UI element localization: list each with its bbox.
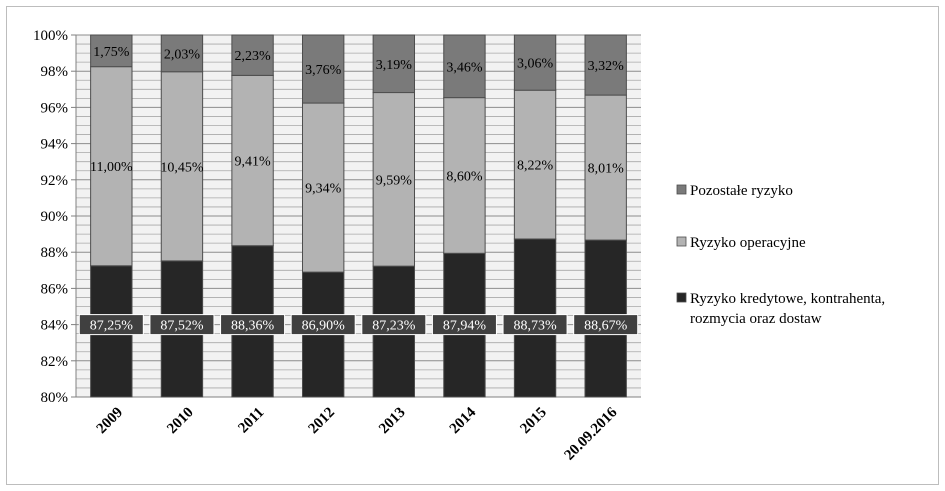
legend: Pozostałe ryzyko Ryzyko operacyjne Ryzyko …	[676, 183, 885, 327]
x-tick-label: 2011	[235, 405, 267, 437]
data-label-box	[220, 314, 286, 336]
data-label: 3,76%	[305, 63, 342, 78]
y-tick-label: 90%	[41, 209, 69, 225]
y-tick-label: 94%	[41, 137, 69, 153]
bar-segment[interactable]	[513, 89, 557, 240]
data-label: 8,01%	[588, 162, 625, 177]
data-label: 88,36%	[231, 319, 275, 334]
data-label-box	[290, 314, 356, 336]
legend-label: rozmycia oraz dostaw	[690, 311, 822, 327]
bar-segment[interactable]	[372, 92, 416, 267]
data-label: 88,73%	[513, 319, 557, 334]
x-tick-label: 2013	[376, 405, 409, 438]
data-label: 87,23%	[372, 319, 416, 334]
data-label: 8,22%	[517, 159, 554, 174]
data-label: 9,34%	[305, 182, 342, 197]
bar-segment[interactable]	[90, 66, 133, 267]
y-tick-label: 92%	[41, 173, 69, 189]
bar-segment[interactable]	[584, 34, 627, 96]
bar-segment[interactable]	[372, 34, 416, 94]
data-label-box	[78, 314, 144, 336]
data-label: 87,94%	[443, 319, 487, 334]
data-label-box	[573, 314, 639, 336]
y-tick-label: 100%	[33, 28, 68, 44]
data-label: 3,32%	[588, 59, 625, 74]
bar-segment[interactable]	[584, 94, 627, 241]
x-tick-label: 2014	[447, 404, 480, 437]
data-label: 9,59%	[376, 173, 413, 188]
legend-swatch	[676, 292, 687, 303]
y-tick-label: 84%	[41, 318, 69, 334]
data-label: 8,60%	[446, 169, 483, 184]
x-tick-label: 20.09.2016	[561, 404, 620, 463]
x-tick-label: 2010	[164, 405, 197, 438]
data-label: 2,03%	[164, 47, 201, 62]
y-tick-label: 82%	[41, 354, 69, 370]
data-label: 86,90%	[302, 319, 346, 334]
legend-label: Pozostałe ryzyko	[690, 183, 793, 199]
data-label: 10,45%	[160, 160, 204, 175]
x-tick-label: 2012	[305, 405, 338, 438]
data-label-box	[431, 314, 497, 336]
data-label: 11,00%	[90, 160, 133, 175]
legend-swatch	[676, 184, 687, 195]
data-label: 87,25%	[90, 319, 134, 334]
bar-segment[interactable]	[160, 34, 204, 73]
bar-segment[interactable]	[301, 102, 345, 273]
legend-label: Ryzyko operacyjne	[690, 235, 806, 251]
legend-label: Ryzyko kredytowe, kontrahenta,	[690, 291, 885, 307]
bar-segment[interactable]	[90, 34, 133, 68]
data-label: 3,06%	[517, 57, 554, 72]
bar-segment[interactable]	[160, 71, 204, 262]
y-tick-label: 88%	[41, 245, 69, 261]
y-tick-label: 80%	[41, 390, 69, 406]
y-tick-label: 98%	[41, 64, 69, 80]
x-tick-label: 2009	[94, 405, 127, 438]
legend-swatch	[676, 236, 687, 247]
bar-segment[interactable]	[443, 34, 486, 99]
data-label: 88,67%	[584, 319, 628, 334]
data-label: 9,41%	[234, 155, 271, 170]
data-label: 3,19%	[376, 58, 413, 73]
data-label: 3,46%	[446, 60, 483, 75]
data-label-box	[149, 314, 215, 336]
data-label: 2,23%	[234, 49, 271, 64]
data-label: 1,75%	[93, 45, 130, 60]
y-tick-label: 96%	[41, 100, 69, 116]
bar-segment[interactable]	[231, 74, 274, 247]
data-label: 87,52%	[160, 319, 204, 334]
bar-segment[interactable]	[513, 34, 557, 91]
data-label-box	[502, 314, 568, 336]
data-label-box	[361, 314, 427, 336]
x-tick-label: 2015	[517, 405, 550, 438]
y-tick-label: 86%	[41, 281, 69, 297]
bar-segment[interactable]	[231, 34, 274, 76]
bar-segment[interactable]	[301, 34, 345, 104]
